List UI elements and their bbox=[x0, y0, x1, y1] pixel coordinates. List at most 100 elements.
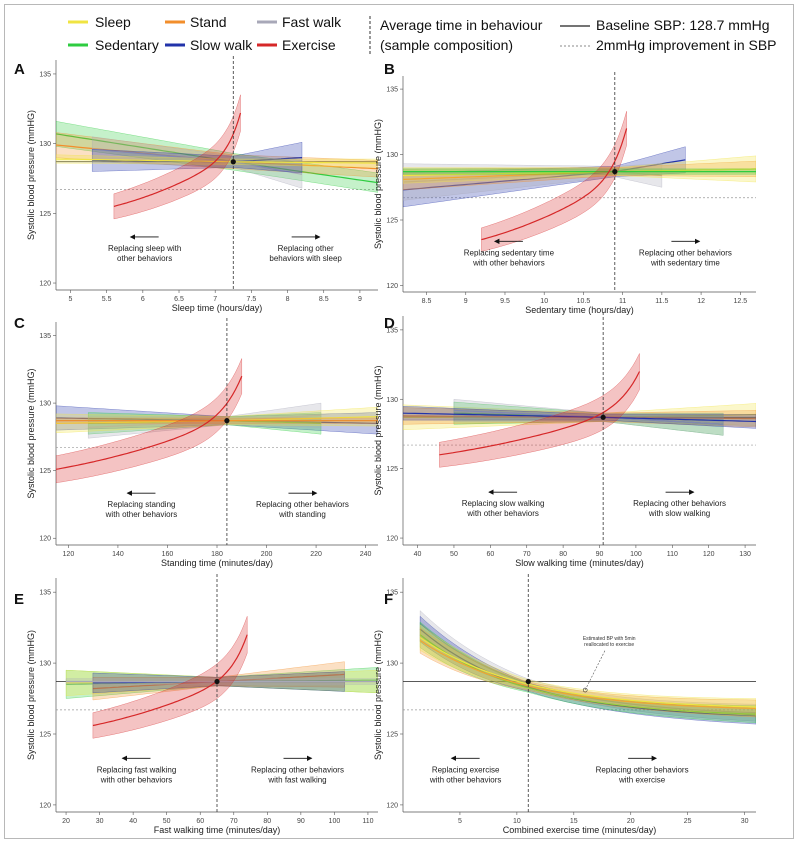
annotation-left-line: Replacing slow walking bbox=[462, 499, 545, 508]
ci-band-exercise bbox=[481, 111, 627, 252]
panel-letter: A bbox=[14, 61, 25, 78]
x-tick-label: 9 bbox=[464, 298, 468, 305]
x-axis-title: Slow walking time (minutes/day) bbox=[515, 558, 644, 568]
y-tick-label: 120 bbox=[386, 536, 398, 543]
series-line-exercise bbox=[92, 634, 248, 727]
annotation-right-line: Replacing other behaviors bbox=[639, 248, 732, 257]
x-tick-label: 5.5 bbox=[102, 296, 112, 303]
x-tick-label: 15 bbox=[570, 818, 578, 825]
series-line-slow-walk bbox=[403, 412, 756, 423]
annotation-right-line: with sedentary time bbox=[650, 258, 720, 267]
legend-avg-time-line2: (sample composition) bbox=[380, 37, 513, 53]
legend-item-fast-walk: Fast walk bbox=[257, 14, 342, 30]
y-tick-label: 135 bbox=[386, 590, 398, 597]
x-tick-label: 8.5 bbox=[319, 296, 329, 303]
x-tick-label: 7.5 bbox=[247, 296, 257, 303]
legend-item-sedentary: Sedentary bbox=[68, 37, 159, 53]
annotation-right-line: Replacing other behaviors bbox=[251, 765, 344, 774]
annotation-right-line: Replacing other behaviors bbox=[633, 499, 726, 508]
y-tick-label: 120 bbox=[386, 283, 398, 290]
figure-frame bbox=[4, 4, 794, 839]
x-tick-label: 160 bbox=[162, 551, 174, 558]
x-tick-label: 80 bbox=[559, 551, 567, 558]
composition-point bbox=[612, 168, 618, 175]
panel-b: B 8.5 9 9.5 10 10.5 11 11.5 12 12.5 120 125 130 135 Se… bbox=[373, 61, 756, 315]
x-tick-label: 60 bbox=[486, 551, 494, 558]
y-tick-label: 130 bbox=[386, 661, 398, 668]
ci-band-exercise bbox=[92, 616, 248, 739]
y-tick-label: 120 bbox=[39, 281, 51, 288]
x-tick-label: 70 bbox=[523, 551, 531, 558]
legend: Sleep Sedentary Stand Slow walk Fast wal… bbox=[68, 14, 777, 54]
x-tick-label: 50 bbox=[163, 818, 171, 825]
annotation-right-line: with standing bbox=[278, 510, 326, 519]
x-tick-label: 7 bbox=[213, 296, 217, 303]
annotation-left-line: Replacing fast walking bbox=[97, 765, 177, 774]
panel-letter: C bbox=[14, 315, 25, 332]
annotation-left-line: Replacing standing bbox=[107, 500, 175, 509]
x-tick-label: 180 bbox=[211, 551, 223, 558]
composition-point bbox=[224, 418, 230, 424]
x-tick-label: 9 bbox=[358, 296, 362, 303]
x-tick-label: 6 bbox=[141, 296, 145, 303]
ci-band-slow-walk bbox=[403, 146, 686, 208]
panel-c: C 120 140 160 180 200 220 240 120 125 130 135 Standi… bbox=[14, 315, 378, 568]
x-tick-label: 220 bbox=[310, 551, 322, 558]
series-line-sleep bbox=[56, 158, 378, 164]
y-tick-label: 135 bbox=[39, 333, 51, 340]
annotation-right-line: with exercise bbox=[618, 775, 666, 784]
y-tick-label: 130 bbox=[39, 141, 51, 148]
x-axis-title: Fast walking time (minutes/day) bbox=[154, 825, 281, 835]
callout-leader bbox=[584, 649, 606, 691]
y-axis-title: Systolic blood pressure (mmHG) bbox=[373, 365, 383, 495]
callout-point bbox=[582, 687, 588, 693]
y-axis-title: Systolic blood pressure (mmHG) bbox=[26, 368, 36, 498]
y-tick-label: 125 bbox=[386, 218, 398, 225]
x-tick-label: 12 bbox=[697, 298, 705, 305]
legend-improvement-label: 2mmHg improvement in SBP bbox=[596, 37, 777, 53]
composition-point bbox=[230, 159, 236, 165]
y-axis-title: Systolic blood pressure (mmHG) bbox=[373, 119, 383, 249]
x-tick-label: 5 bbox=[458, 818, 462, 825]
series-line-exercise bbox=[113, 112, 242, 207]
y-tick-label: 130 bbox=[386, 152, 398, 159]
panel-letter: F bbox=[384, 591, 393, 608]
y-axis-title: Systolic blood pressure (mmHG) bbox=[26, 110, 36, 240]
series-group bbox=[56, 94, 378, 220]
x-tick-label: 11.5 bbox=[655, 298, 668, 305]
annotation-left-line: Replacing sleep with bbox=[108, 244, 181, 253]
panel-letter: E bbox=[14, 591, 24, 608]
ci-band-fast-walk bbox=[91, 136, 303, 189]
x-tick-label: 20 bbox=[627, 818, 635, 825]
y-tick-label: 135 bbox=[386, 87, 398, 94]
x-tick-label: 30 bbox=[741, 818, 749, 825]
x-tick-label: 20 bbox=[62, 818, 70, 825]
annotation-right-line: with slow walking bbox=[648, 509, 710, 518]
x-axis-title: Combined exercise time (minutes/day) bbox=[503, 825, 657, 835]
y-tick-label: 130 bbox=[39, 401, 51, 408]
legend-label-sleep: Sleep bbox=[95, 14, 131, 30]
callout-text-line: reallocated to exercise bbox=[584, 642, 634, 648]
x-tick-label: 50 bbox=[450, 551, 458, 558]
x-tick-label: 40 bbox=[129, 818, 137, 825]
x-tick-label: 12.5 bbox=[733, 298, 747, 305]
ci-band-slow-walk bbox=[91, 141, 303, 174]
series-group bbox=[419, 610, 756, 725]
x-tick-label: 90 bbox=[297, 818, 305, 825]
x-tick-label: 8.5 bbox=[422, 298, 432, 305]
x-tick-label: 11 bbox=[619, 298, 626, 305]
legend-item-stand: Stand bbox=[165, 14, 227, 30]
annotation-left-line: other behaviors bbox=[117, 254, 172, 263]
x-tick-label: 120 bbox=[63, 551, 75, 558]
ci-band-stand bbox=[403, 160, 756, 191]
series-group bbox=[56, 358, 378, 484]
x-tick-label: 200 bbox=[261, 551, 273, 558]
series-line-exercise bbox=[56, 375, 243, 470]
annotation-left-line: Replacing exercise bbox=[432, 765, 500, 774]
x-tick-label: 9.5 bbox=[500, 298, 510, 305]
y-tick-label: 125 bbox=[39, 211, 51, 218]
annotation-left-line: with other behaviors bbox=[429, 775, 502, 784]
ci-band-sleep bbox=[403, 155, 756, 184]
y-tick-label: 130 bbox=[39, 661, 51, 668]
